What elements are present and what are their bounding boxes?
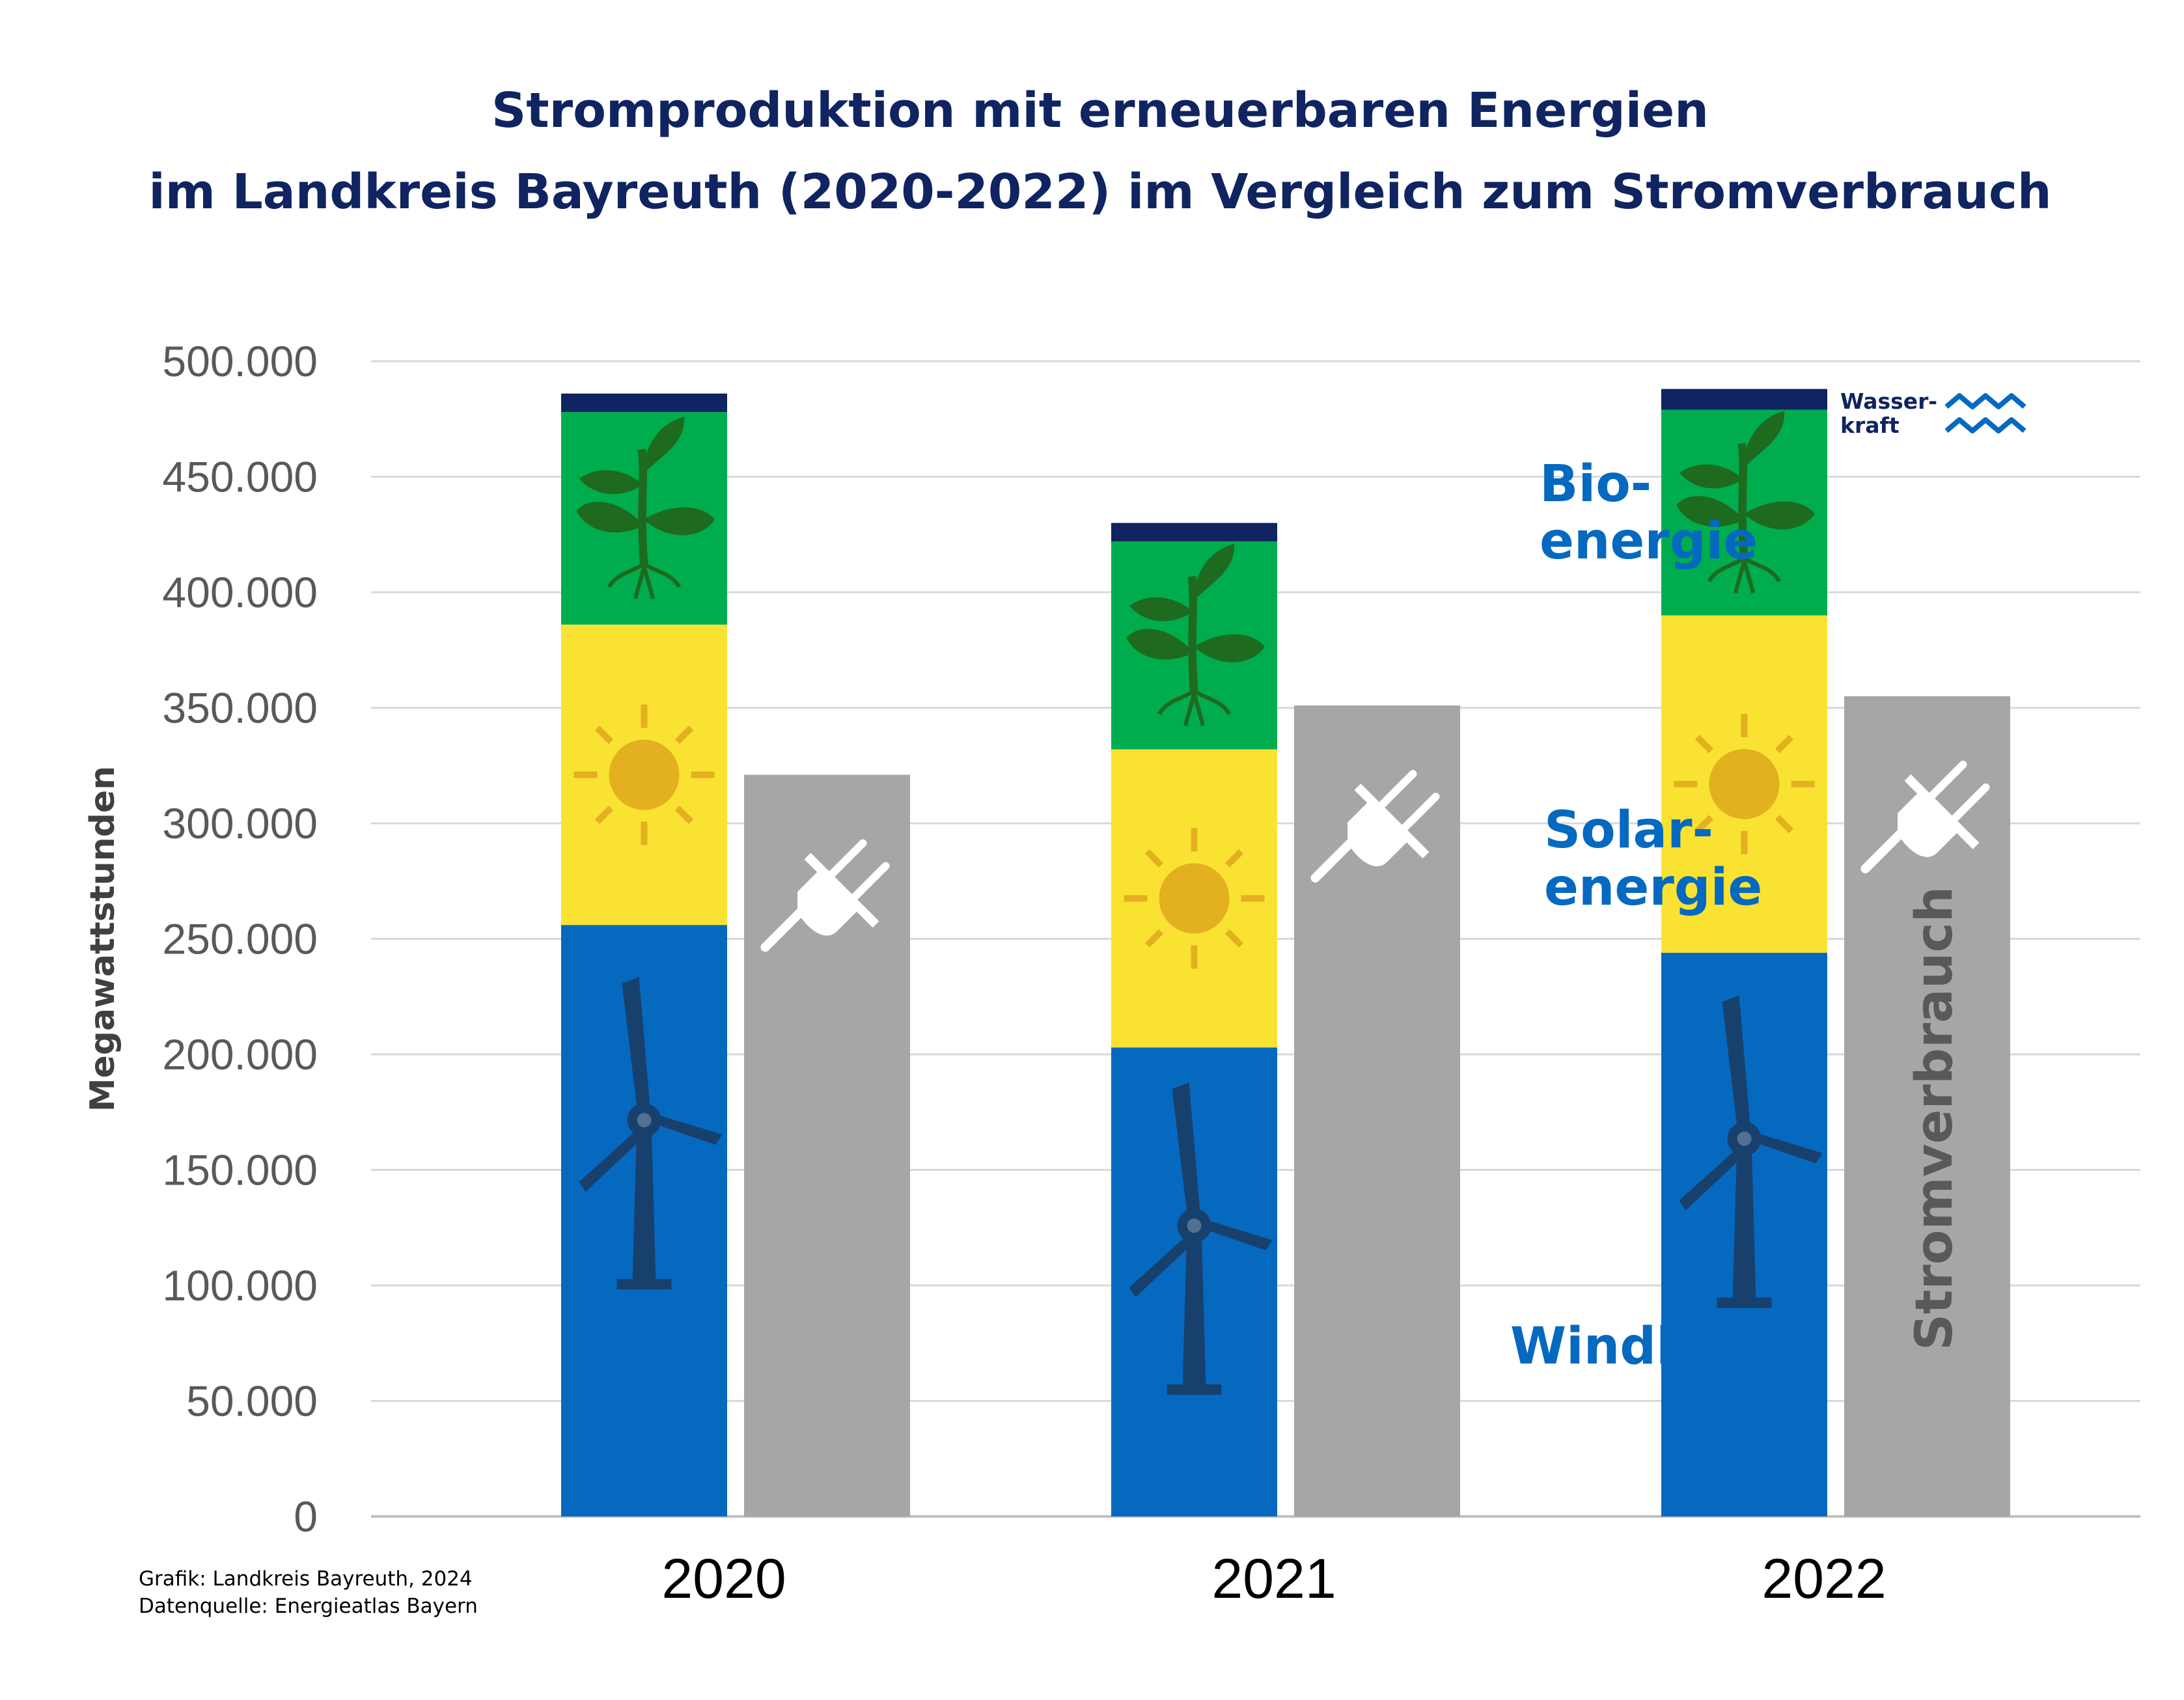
y-tick-label: 200.000 <box>162 1030 318 1078</box>
chart-title-line1: Stromproduktion mit erneuerbaren Energie… <box>491 83 1709 139</box>
label-wasserkraft-2: kraft <box>1840 413 1900 438</box>
y-tick-label: 0 <box>294 1492 318 1541</box>
y-tick-label: 500.000 <box>162 337 318 385</box>
label-windkraft: Windkraft <box>1510 1317 1795 1376</box>
water-waves-icon <box>1944 393 2026 433</box>
label-solarenergie-1: Solar- <box>1544 801 1713 860</box>
y-tick-label: 350.000 <box>162 684 318 732</box>
x-axis-ticks: 2020 2021 2022 <box>661 1548 1886 1610</box>
y-axis-ticks: 0 50.000 100.000 150.000 200.000 250.000 300.0… <box>162 337 318 1541</box>
chart-title-line2: im Landkreis Bayreuth (2020-2022) im Ver… <box>148 164 2051 220</box>
x-tick-label: 2021 <box>1211 1548 1336 1610</box>
label-stromverbrauch: Stromverbrauch <box>1905 886 1964 1350</box>
y-tick-label: 400.000 <box>162 568 318 616</box>
y-tick-label: 100.000 <box>162 1261 318 1309</box>
y-tick-label: 50.000 <box>186 1377 318 1425</box>
y-axis-label: Megawattstunden <box>83 766 122 1112</box>
source-credit-line1: Grafik: Landkreis Bayreuth, 2024 <box>139 1567 473 1591</box>
y-tick-label: 300.000 <box>162 799 318 847</box>
bar-wasserkraft-2021 <box>1111 523 1277 542</box>
x-tick-label: 2020 <box>661 1548 786 1610</box>
bar-wasserkraft-2022 <box>1661 389 1827 410</box>
y-tick-label: 250.000 <box>162 915 318 963</box>
source-data-line2: Datenquelle: Energieatlas Bayern <box>139 1595 478 1618</box>
label-bioenergie-1: Bio- <box>1540 455 1652 514</box>
bar-wasserkraft-2020 <box>561 393 727 413</box>
label-solarenergie-2: energie <box>1544 858 1762 917</box>
y-tick-label: 150.000 <box>162 1146 318 1194</box>
label-wasserkraft-1: Wasser- <box>1840 389 1937 414</box>
y-tick-label: 450.000 <box>162 453 318 501</box>
label-bioenergie-2: energie <box>1540 512 1758 571</box>
x-tick-label: 2022 <box>1762 1548 1886 1610</box>
